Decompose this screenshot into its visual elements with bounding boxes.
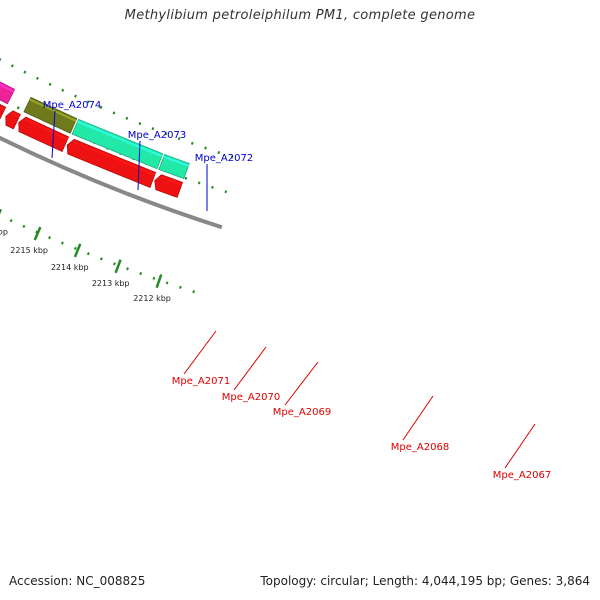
scale-tick-label: 2214 kbp xyxy=(51,263,89,272)
gene-arrow-highlight xyxy=(0,83,14,93)
gene-leader-line xyxy=(504,423,536,469)
gene-label[interactable]: Mpe_A2068 xyxy=(391,442,449,453)
gene-arrow-highlight xyxy=(77,120,163,157)
gene-arrow-highlight xyxy=(163,155,189,167)
gene-leader-line xyxy=(51,110,56,159)
genome-stats-text: Topology: circular; Length: 4,044,195 bp… xyxy=(260,574,590,588)
gene-leader-line xyxy=(137,140,141,191)
gene-leader-line xyxy=(233,346,267,391)
gene-arrow[interactable] xyxy=(154,174,184,198)
gene-leader-line xyxy=(284,361,319,406)
gene-arrow[interactable] xyxy=(71,118,164,170)
gene-arrow-highlight xyxy=(29,98,77,122)
map-title: Methylibium petroleiphilum PM1, complete… xyxy=(124,8,476,23)
gene-arrow-highlight xyxy=(24,118,69,140)
gene-arrow[interactable] xyxy=(66,138,157,189)
gene-arrow[interactable] xyxy=(158,153,190,180)
dotted-guide-arc-2 xyxy=(0,97,233,196)
gene-arrow-body[interactable] xyxy=(18,116,70,153)
gene-arrow-body[interactable] xyxy=(23,96,78,134)
gene-label[interactable]: Mpe_A2070 xyxy=(222,392,280,403)
backbone-arc xyxy=(0,135,223,230)
gene-arrow[interactable] xyxy=(0,98,7,122)
gene-arrow-highlight xyxy=(160,175,183,186)
genome-backbone xyxy=(0,135,223,230)
gene-features xyxy=(0,78,190,198)
scale-tick-mark xyxy=(73,243,82,258)
scale-tick-label: 2212 kbp xyxy=(133,294,171,303)
scale-tick-mark xyxy=(155,274,163,289)
gene-arrow[interactable] xyxy=(0,78,16,105)
gene-leader-line xyxy=(402,395,434,441)
gene-arrow-body[interactable] xyxy=(158,153,190,180)
gene-label[interactable]: Mpe_A2071 xyxy=(172,376,230,387)
gene-label[interactable]: Mpe_A2072 xyxy=(195,153,253,164)
dotted-track-guides xyxy=(0,58,244,296)
scale-tick-label: 2213 kbp xyxy=(92,279,130,288)
gene-arrow[interactable] xyxy=(5,110,21,130)
scale-tick-mark xyxy=(0,208,3,215)
gene-arrow[interactable] xyxy=(18,116,70,153)
gene-arrow-body[interactable] xyxy=(66,138,157,189)
gene-arrow-body[interactable] xyxy=(71,118,164,170)
scale-tick-mark xyxy=(114,259,122,274)
gene-arrow-highlight xyxy=(72,140,156,176)
gene-label[interactable]: Mpe_A2073 xyxy=(128,130,186,141)
gene-label[interactable]: Mpe_A2067 xyxy=(493,470,551,481)
scale-tick-label: 2215 kbp xyxy=(10,246,48,255)
gene-label[interactable]: Mpe_A2074 xyxy=(43,100,101,111)
scale-tick-mark xyxy=(33,226,42,241)
gene-arrow[interactable] xyxy=(23,96,78,134)
gene-arrow-body[interactable] xyxy=(154,174,184,198)
accession-text: Accession: NC_008825 xyxy=(9,574,146,588)
scale-tick-label: 2216 kbp xyxy=(0,228,8,237)
gene-arrow-highlight xyxy=(11,112,20,118)
gene-arrow-highlight xyxy=(0,105,6,111)
gene-labels: Mpe_A2074 Mpe_A2073 Mpe_A2072 Mpe_A2071 Mpe_… xyxy=(43,100,551,481)
gene-label[interactable]: Mpe_A2069 xyxy=(273,407,331,418)
gene-leader-line xyxy=(183,330,217,375)
